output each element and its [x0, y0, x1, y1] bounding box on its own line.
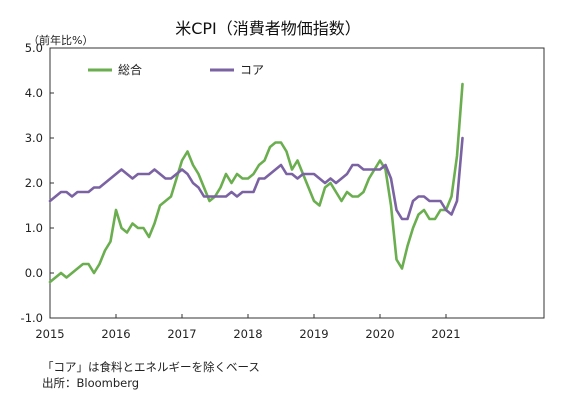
x-tick-label: 2018 [233, 327, 262, 341]
x-tick-label: 2020 [365, 327, 394, 341]
source-note: 出所：Bloomberg [42, 376, 140, 390]
x-axis: 2015 2016 2017 2018 2019 2020 2021 [35, 314, 461, 341]
x-tick-label: 2017 [167, 327, 196, 341]
series-line-core [48, 136, 464, 221]
y-tick-label: 2.0 [25, 176, 43, 190]
x-tick-label: 2019 [299, 327, 328, 341]
legend: 総合 コア [88, 62, 264, 77]
unit-label: （前年比%） [28, 33, 93, 47]
x-tick-label: 2021 [431, 327, 460, 341]
core-definition-note: 「コア」は食料とエネルギーを除くベース [42, 360, 260, 374]
x-tick-label: 2016 [101, 327, 130, 341]
chart-title: 米CPI（消費者物価指数） [175, 19, 361, 38]
series-line-headline [48, 82, 464, 284]
y-tick-label: 0.0 [25, 266, 43, 280]
y-tick-label: 3.0 [25, 131, 43, 145]
y-tick-label: -1.0 [21, 311, 43, 325]
y-axis: 5.0 4.0 3.0 2.0 1.0 0.0 -1.0 [21, 41, 54, 325]
y-tick-label: 4.0 [25, 86, 43, 100]
legend-label: 総合 [118, 62, 142, 77]
y-tick-label: 1.0 [25, 221, 43, 235]
y-tick-label: 5.0 [25, 41, 43, 55]
x-tick-label: 2015 [35, 327, 64, 341]
plot-area [49, 47, 545, 319]
series-lines [48, 82, 464, 284]
legend-label: コア [240, 63, 264, 77]
